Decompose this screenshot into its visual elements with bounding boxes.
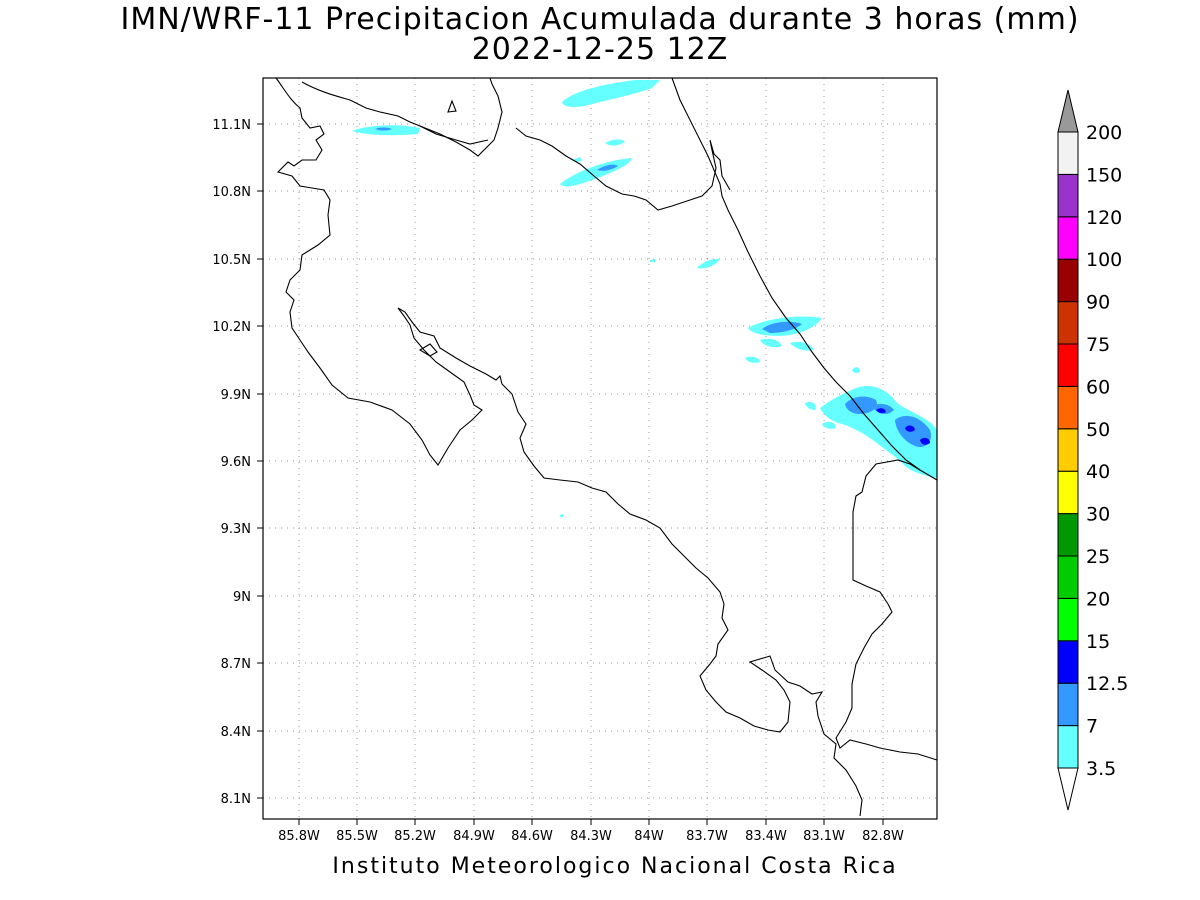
- colorbar-bin: [1057, 216, 1079, 260]
- colorbar-bin: [1057, 343, 1079, 387]
- colorbar-label: 12.5: [1086, 673, 1128, 695]
- lon-label: 85.8W: [278, 829, 320, 844]
- colorbar-bin: [1057, 682, 1079, 727]
- precipitation-shading: [352, 80, 937, 517]
- axis-ticks: [257, 123, 884, 825]
- lat-label: 11.1N: [212, 118, 251, 133]
- map-datetime: 2022-12-25 12Z: [471, 32, 729, 67]
- lon-label: 82.8W: [862, 829, 904, 844]
- colorbar-label: 100: [1086, 249, 1122, 271]
- colorbar-bin: [1057, 173, 1079, 218]
- colorbar-bin: [1057, 131, 1079, 175]
- colorbar-bin: [1057, 470, 1079, 515]
- map-frame: [262, 77, 938, 820]
- map-title: IMN/WRF-11 Precipitacion Acumulada duran…: [120, 2, 1080, 37]
- colorbar-label: 150: [1086, 164, 1122, 186]
- colorbar-bin: [1057, 640, 1079, 684]
- lon-label: 84.9W: [453, 829, 495, 844]
- colorbar-label: 60: [1086, 376, 1110, 398]
- footer-credit: Instituto Meteorologico Nacional Costa R…: [332, 854, 898, 879]
- colorbar-bin: [1057, 555, 1079, 599]
- colorbar-bin: [1057, 597, 1079, 642]
- map-gridlines: [263, 78, 937, 819]
- lon-label: 84W: [634, 829, 664, 844]
- colorbar-label: 75: [1086, 334, 1110, 356]
- lat-label: 10.5N: [212, 253, 251, 268]
- lat-label: 8.4N: [221, 725, 251, 740]
- lon-label: 84.6W: [511, 829, 553, 844]
- lon-label: 83.7W: [686, 829, 728, 844]
- lat-label: 8.7N: [221, 657, 251, 672]
- lon-label: 85.5W: [336, 829, 378, 844]
- lon-label: 84.3W: [570, 829, 612, 844]
- lat-label: 9.9N: [221, 388, 251, 403]
- colorbar-label: 40: [1086, 461, 1110, 483]
- lat-label: 9.6N: [221, 455, 251, 470]
- colorbar-label: 30: [1086, 504, 1110, 526]
- lat-label: 10.8N: [212, 185, 251, 200]
- colorbar-label: 200: [1086, 122, 1122, 144]
- colorbar-label: 50: [1086, 419, 1110, 441]
- colorbar-bin: [1057, 258, 1079, 303]
- colorbar-label: 15: [1086, 631, 1110, 653]
- colorbar-legend: 200 150 120 100 90 75 60 50 40 30 25 20 15 12.5 7 3.5: [1057, 89, 1128, 811]
- map-background: [263, 78, 937, 819]
- colorbar-bin: [1057, 385, 1079, 430]
- colorbar-label: 25: [1086, 546, 1110, 568]
- lon-label: 83.4W: [745, 829, 787, 844]
- lat-label: 9N: [233, 590, 251, 605]
- colorbar-over-arrow: [1057, 89, 1079, 133]
- colorbar-bin: [1057, 513, 1079, 557]
- lon-label: 85.2W: [394, 829, 436, 844]
- lat-label: 8.1N: [221, 792, 251, 807]
- colorbar-label: 90: [1086, 292, 1110, 314]
- colorbar-bin: [1057, 725, 1079, 769]
- colorbar-under-arrow: [1057, 767, 1079, 811]
- colorbar-bin: [1057, 301, 1079, 345]
- colorbar-bin: [1057, 428, 1079, 472]
- coastline: [275, 77, 938, 817]
- colorbar-label: 7: [1086, 716, 1098, 738]
- colorbar-label: 20: [1086, 588, 1110, 610]
- lat-label: 10.2N: [212, 320, 251, 335]
- colorbar-label: 3.5: [1086, 758, 1116, 780]
- lat-label: 9.3N: [221, 522, 251, 537]
- colorbar-label: 120: [1086, 207, 1122, 229]
- lon-label: 83.1W: [803, 829, 845, 844]
